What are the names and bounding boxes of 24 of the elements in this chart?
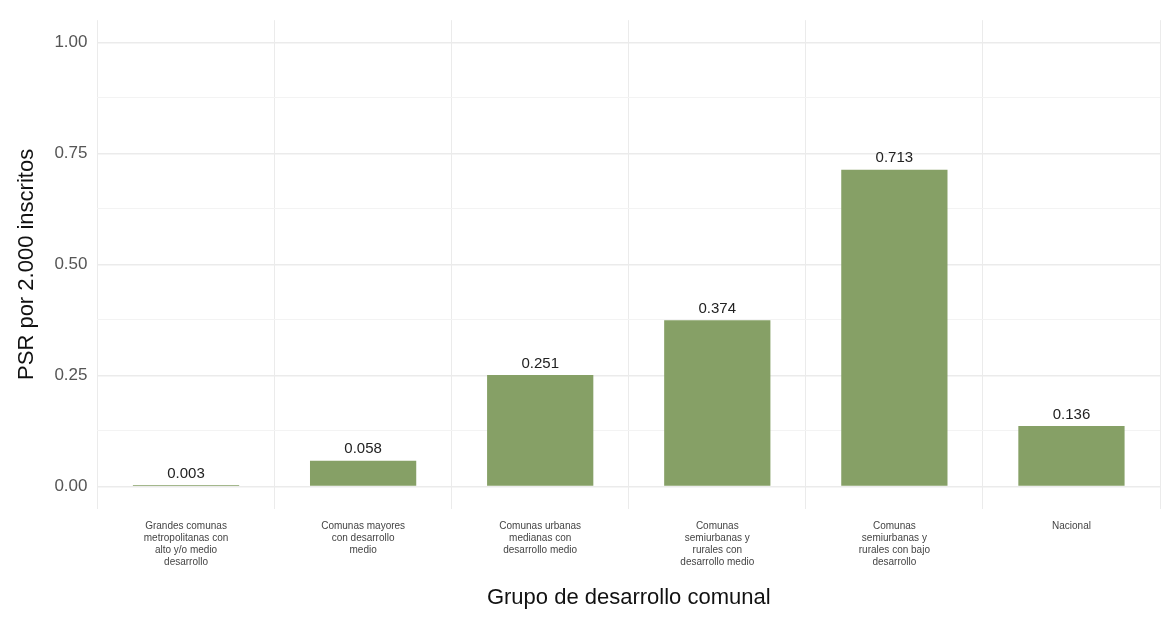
x-tick-label: Comunas mayores con desarrollo medio <box>321 520 406 556</box>
bar <box>664 320 771 486</box>
x-tick-label: Nacional <box>1052 520 1091 532</box>
bar <box>487 374 594 486</box>
y-axis-title: PSR por 2.000 inscritos <box>13 148 39 380</box>
x-axis-title: Grupo de desarrollo comunal <box>486 583 771 609</box>
x-tick-label: Comunas semiurbanas y rurales con bajo desarrollo <box>858 520 931 568</box>
data-label: 0.374 <box>698 298 737 316</box>
data-label: 0.713 <box>875 148 914 166</box>
data-label: 0.251 <box>521 353 559 371</box>
bar <box>841 169 948 486</box>
bar <box>1018 426 1125 486</box>
y-tick-label: 0.25 <box>54 365 88 385</box>
y-tick-label: 0.75 <box>54 143 88 163</box>
data-label: 0.058 <box>344 439 382 457</box>
bar <box>309 460 417 486</box>
x-tick-label: Grandes comunas metropolitanas con alto y/o medio desarrollo <box>143 520 229 568</box>
y-tick-label: 1.00 <box>54 32 88 52</box>
y-tick-label: 0.00 <box>54 476 88 496</box>
y-tick-label: 0.50 <box>54 254 88 274</box>
x-tick-label: Comunas urbanas medianas con desarrollo medio <box>499 520 582 556</box>
data-label: 0.003 <box>167 463 205 481</box>
x-tick-label: Comunas semiurbanas y rurales con desarrollo medio <box>680 520 755 568</box>
data-label: 0.136 <box>1052 404 1091 422</box>
